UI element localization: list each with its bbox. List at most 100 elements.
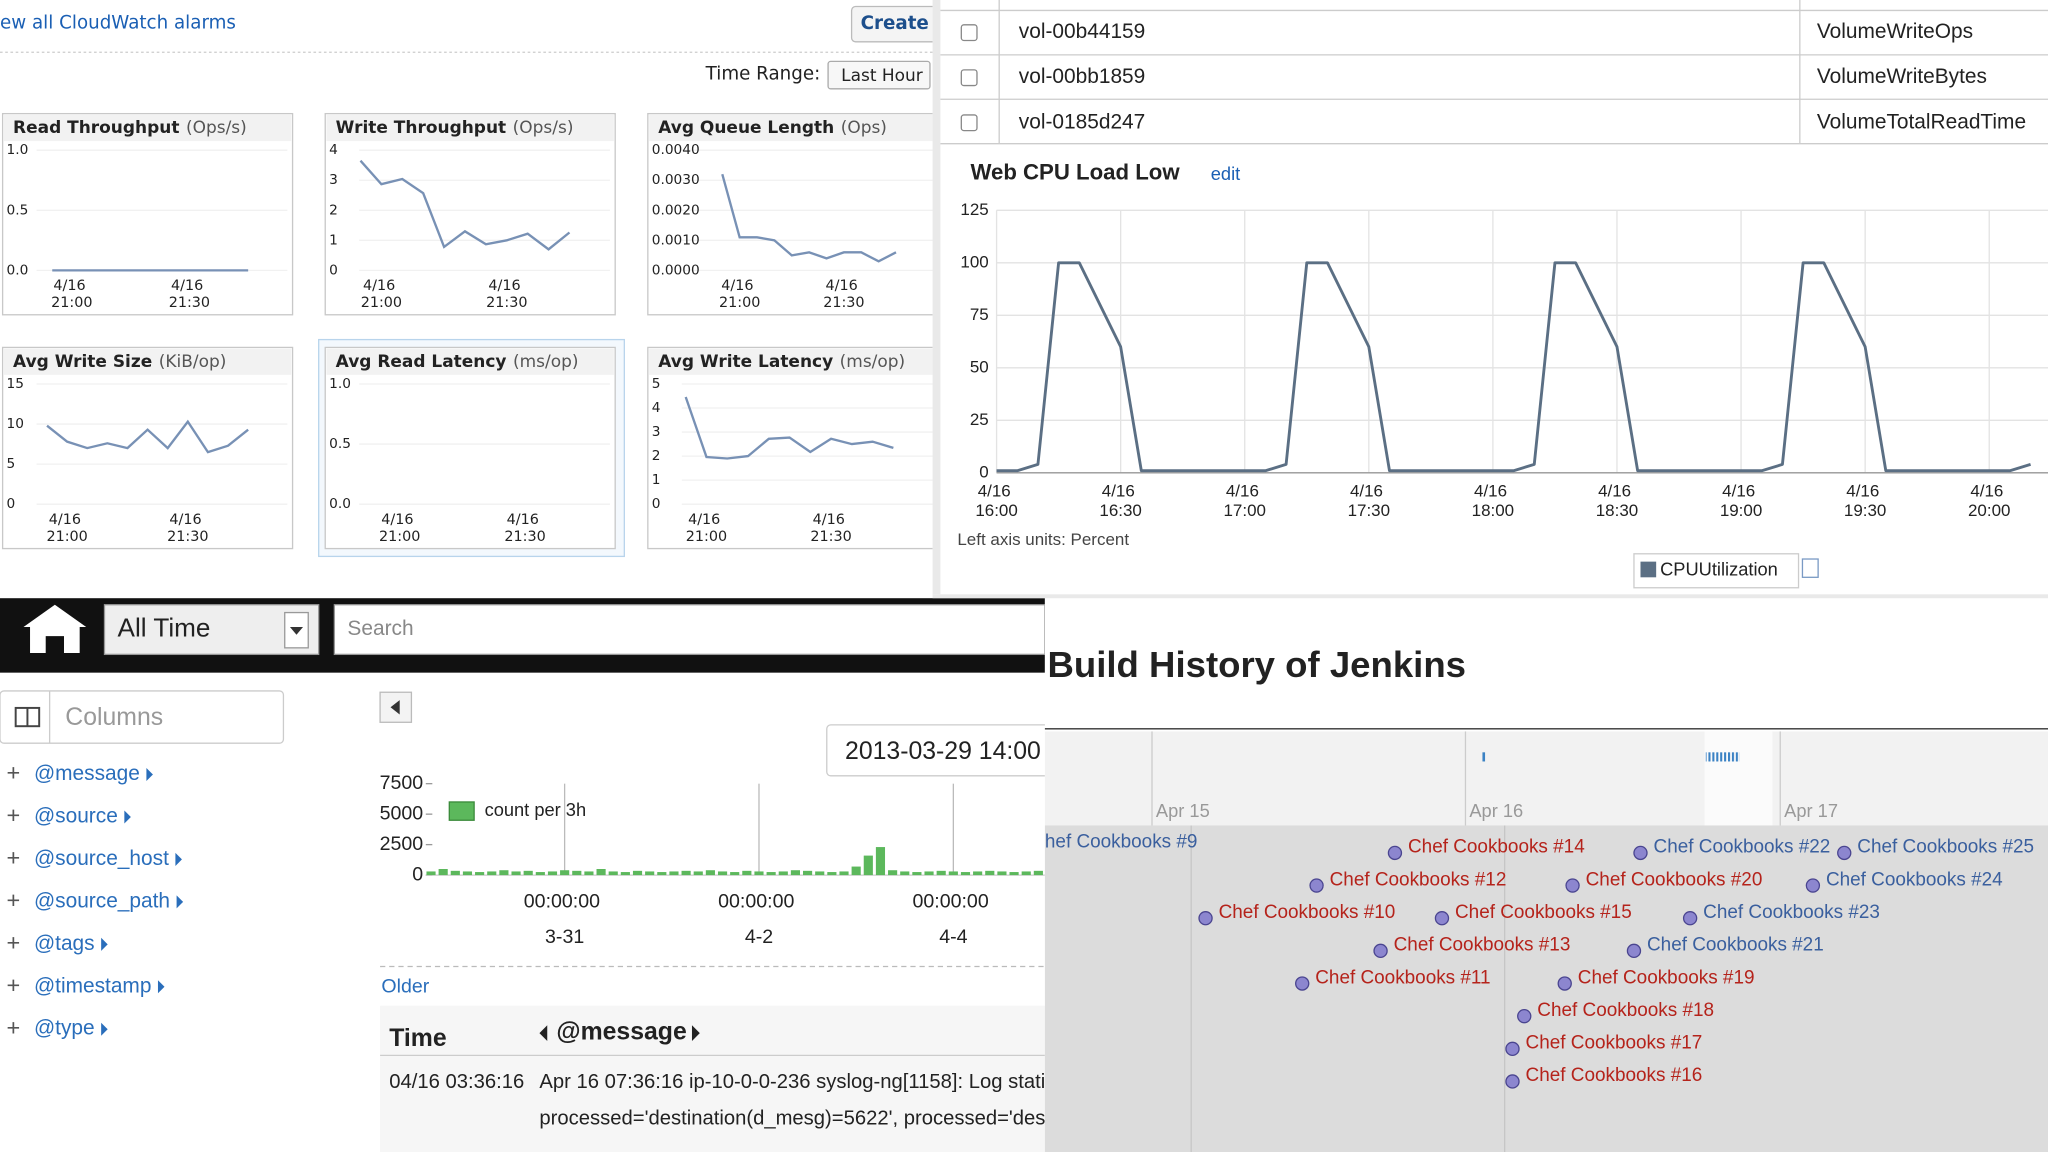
header-arrow[interactable]	[539, 1025, 548, 1041]
build-label[interactable]: Chef Cookbooks #23	[1703, 902, 1880, 923]
older-link[interactable]: Older	[381, 976, 429, 998]
build-dot[interactable]	[1309, 878, 1324, 893]
field-name[interactable]: @source_path	[34, 889, 170, 912]
bar	[438, 869, 448, 876]
checkbox[interactable]	[960, 114, 978, 132]
time-range-value[interactable]: Last Hour	[841, 66, 923, 86]
columns-box[interactable]	[0, 690, 285, 744]
bar	[645, 871, 655, 876]
field-add[interactable]: +	[7, 802, 21, 828]
field-name[interactable]: @message	[34, 762, 140, 785]
build-dot[interactable]	[1505, 1041, 1520, 1056]
bar	[875, 847, 886, 876]
label-line: 4/16	[1722, 482, 1760, 501]
chart-unit: (Ops)	[841, 118, 887, 138]
chart-box	[647, 112, 942, 316]
date-box-value[interactable]: 2013-03-29 14:00	[845, 738, 1041, 765]
chart-box	[324, 112, 616, 316]
build-dot[interactable]	[1434, 911, 1450, 926]
search-placeholder[interactable]: Search	[347, 617, 413, 640]
build-dot[interactable]	[1505, 1074, 1520, 1089]
build-dot[interactable]	[1373, 943, 1388, 959]
bar	[839, 871, 849, 876]
field-add[interactable]: +	[7, 972, 21, 998]
edit-link[interactable]: edit	[1211, 163, 1240, 184]
build-label[interactable]: hef Cookbooks #9	[1045, 831, 1198, 852]
label-line: 21:00	[379, 529, 420, 545]
create-button-label[interactable]: Create	[861, 13, 929, 34]
timeline-label: Apr 16	[1469, 800, 1523, 821]
build-dot[interactable]	[1626, 943, 1642, 959]
legend-swatch	[1640, 561, 1657, 578]
build-dot[interactable]	[1837, 845, 1852, 861]
alarms-link[interactable]: ew all CloudWatch alarms	[0, 13, 236, 34]
time-range-select[interactable]	[827, 60, 931, 90]
label-line: 00:00:00	[524, 891, 606, 913]
build-label[interactable]: Chef Cookbooks #12	[1330, 869, 1507, 890]
build-label[interactable]: Chef Cookbooks #15	[1455, 902, 1632, 923]
time-filter-value[interactable]: All Time	[118, 612, 211, 642]
build-label[interactable]: Chef Cookbooks #22	[1654, 837, 1831, 858]
build-dot[interactable]	[1517, 1008, 1532, 1024]
field-add[interactable]: +	[7, 760, 21, 786]
cell-message: processed='destination(d_mesg)=5622', pr…	[539, 1108, 1051, 1130]
label-line: 3-31	[545, 926, 584, 948]
build-dot[interactable]	[1682, 911, 1698, 926]
field-name[interactable]: @source_host	[34, 847, 169, 870]
x-tick-label: 4/16 21:00	[686, 512, 727, 545]
field-add[interactable]: +	[7, 845, 21, 871]
field-name[interactable]: @source	[34, 804, 118, 827]
y-tick-label: 75	[970, 305, 989, 324]
chart-title: Read Throughput	[13, 118, 179, 138]
y-tick-label: 10	[7, 416, 24, 432]
checkbox[interactable]	[960, 24, 978, 42]
field-add[interactable]: +	[7, 1014, 21, 1040]
dropdown-caret	[289, 626, 304, 635]
cell-message: Apr 16 07:36:16 ip-10-0-0-236 syslog-ng[…	[539, 1071, 1045, 1093]
field-name[interactable]: @timestamp	[34, 974, 151, 997]
field-name[interactable]: @type	[34, 1017, 95, 1040]
build-label[interactable]: Chef Cookbooks #17	[1526, 1033, 1703, 1054]
build-dot[interactable]	[1805, 878, 1821, 893]
data-line	[359, 159, 571, 251]
build-label[interactable]: Chef Cookbooks #11	[1315, 967, 1490, 988]
build-dot[interactable]	[1565, 878, 1580, 893]
chart-unit: (Ops/s)	[186, 118, 247, 138]
chart-title: Avg Read Latency	[336, 352, 507, 372]
build-dot[interactable]	[1633, 845, 1648, 861]
build-label[interactable]: Chef Cookbooks #10	[1219, 902, 1396, 923]
bar	[815, 871, 825, 876]
build-label[interactable]: Chef Cookbooks #16	[1526, 1065, 1703, 1086]
build-dot[interactable]	[1198, 911, 1213, 926]
build-label[interactable]: Chef Cookbooks #25	[1857, 837, 2034, 858]
home-icon[interactable]	[23, 604, 87, 654]
build-dot[interactable]	[1295, 976, 1310, 991]
build-label[interactable]: Chef Cookbooks #20	[1586, 869, 1763, 890]
field-add[interactable]: +	[7, 930, 21, 956]
time-filter-select[interactable]	[103, 604, 320, 656]
build-dot[interactable]	[1387, 845, 1403, 861]
label-line: 21:00	[686, 529, 727, 545]
y-tick-label: 0	[652, 496, 661, 512]
build-label[interactable]: Chef Cookbooks #21	[1647, 935, 1824, 956]
search-input[interactable]	[333, 604, 1046, 656]
x-tick-label: 4/16 21:00	[361, 278, 402, 311]
field-list: + @message + @source + @source_host + @source_p…	[7, 760, 184, 1040]
build-dot[interactable]	[1557, 976, 1572, 991]
build-label[interactable]: Chef Cookbooks #19	[1578, 967, 1755, 988]
x-tick-label: 00:00:00 4-4	[913, 891, 995, 948]
build-label[interactable]: Chef Cookbooks #18	[1537, 1000, 1714, 1021]
field-name[interactable]: @tags	[34, 932, 95, 955]
y-tick-label: 15	[7, 376, 24, 392]
header-arrow[interactable]	[691, 1025, 700, 1041]
x-tick-label: 4/16 20:00	[1968, 482, 2010, 521]
build-label[interactable]: Chef Cookbooks #14	[1408, 837, 1585, 858]
label-line: 4/16	[49, 512, 86, 528]
label-line: 4/16	[171, 278, 208, 294]
y-tick-label: 1.0	[329, 376, 351, 392]
info-icon[interactable]	[1801, 558, 1819, 578]
field-add[interactable]: +	[7, 887, 21, 913]
build-label[interactable]: Chef Cookbooks #24	[1826, 869, 2003, 890]
checkbox[interactable]	[960, 69, 978, 87]
build-label[interactable]: Chef Cookbooks #13	[1394, 935, 1571, 956]
